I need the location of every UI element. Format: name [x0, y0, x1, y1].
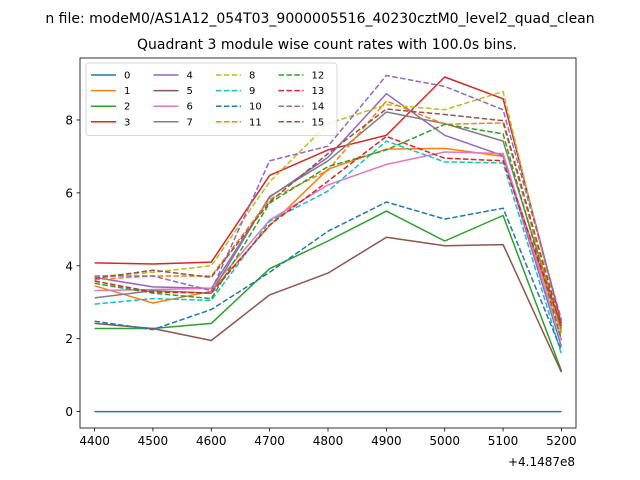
legend-label-14: 14	[312, 102, 325, 113]
y-tick-label: 4	[65, 259, 73, 273]
legend-box	[85, 62, 338, 136]
legend-label-4: 4	[187, 71, 193, 82]
y-tick-label: 2	[65, 332, 73, 346]
y-tick-label: 8	[65, 113, 73, 127]
legend-label-11: 11	[249, 117, 262, 128]
x-tick-label: 4700	[254, 434, 285, 448]
legend-label-2: 2	[124, 102, 130, 113]
series-line-1	[94, 147, 563, 332]
series-line-5	[94, 236, 563, 373]
series-line-6	[94, 151, 563, 341]
legend-label-0: 0	[124, 71, 130, 82]
x-tick-label: 5200	[546, 434, 577, 448]
legend-label-6: 6	[187, 102, 193, 113]
x-tick-label: 4400	[79, 434, 110, 448]
chart-title: Quadrant 3 module wise count rates with …	[137, 37, 517, 53]
series-line-14	[94, 74, 563, 320]
legend-label-1: 1	[124, 86, 130, 97]
legend-label-15: 15	[312, 117, 325, 128]
series-line-13	[94, 135, 563, 327]
legend-label-7: 7	[187, 117, 193, 128]
figure-suptitle: n file: modeM0/AS1A12_054T03_9000005516_…	[45, 11, 594, 27]
legend-label-10: 10	[249, 102, 262, 113]
legend-label-9: 9	[249, 86, 255, 97]
series-line-15	[94, 108, 563, 329]
x-tick-label: 4900	[371, 434, 402, 448]
x-tick-label: 4600	[196, 434, 227, 448]
series-line-4	[94, 92, 563, 347]
legend-label-12: 12	[312, 71, 325, 82]
x-tick-label: 4800	[313, 434, 344, 448]
axes: 4400 4500 4600 4700 4800 4900 5000 5100 52000246…	[65, 57, 577, 448]
series-line-10	[94, 201, 563, 351]
legend-label-3: 3	[124, 117, 130, 128]
series-line-7	[94, 111, 563, 329]
legend-label-13: 13	[312, 86, 325, 97]
x-tick-label: 5100	[488, 434, 519, 448]
series-line-2	[94, 210, 563, 372]
series-line-11	[94, 100, 563, 335]
plot-lines	[94, 74, 563, 413]
legend-label-5: 5	[187, 86, 193, 97]
x-tick-label: 5000	[429, 434, 460, 448]
x-offset-label: +4.1487e8	[508, 455, 575, 469]
series-line-3	[94, 76, 563, 324]
series-line-12	[94, 123, 563, 340]
y-tick-label: 0	[65, 405, 73, 419]
y-tick-label: 6	[65, 186, 73, 200]
legend-label-8: 8	[249, 71, 255, 82]
series-line-9	[94, 140, 563, 355]
x-tick-label: 4500	[138, 434, 169, 448]
